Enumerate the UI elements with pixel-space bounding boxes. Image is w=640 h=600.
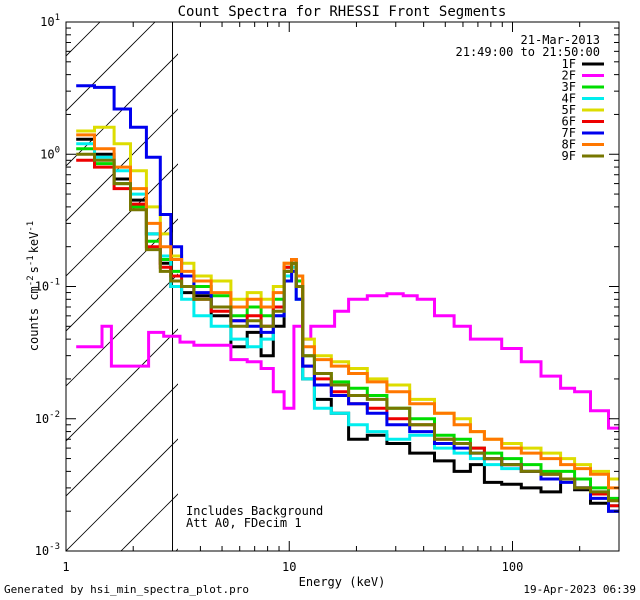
hatch-line	[66, 22, 156, 112]
y-tick-label: 10-3	[35, 542, 60, 558]
series-3F	[76, 147, 619, 500]
legend-label-7F: 7F	[562, 126, 576, 140]
x-tick-label: 1	[62, 560, 69, 574]
x-tick-label: 10	[282, 560, 296, 574]
y-tick-label: 101	[40, 13, 60, 29]
time-range-label: 21:49:00 to 21:50:00	[456, 45, 601, 59]
hatch-line	[616, 0, 640, 551]
hatch-line	[66, 163, 178, 277]
date-label: 21-Mar-2013	[521, 33, 600, 47]
hatch-line	[341, 0, 640, 551]
series-8F	[76, 133, 619, 490]
y-tick-label: 10-1	[35, 278, 60, 294]
series-layer	[76, 84, 619, 513]
y-axis-label: counts cm-2s-1keV-1	[26, 221, 41, 351]
x-tick-label: 100	[502, 560, 524, 574]
hatch-line	[66, 383, 178, 497]
hatch-line	[0, 0, 6, 551]
hatch-line	[0, 0, 116, 551]
x-axis-label: Energy (keV)	[299, 575, 386, 589]
hatch-line	[66, 328, 178, 442]
legend-label-8F: 8F	[562, 138, 576, 152]
series-4F	[76, 142, 619, 508]
legend-label-2F: 2F	[562, 69, 576, 83]
y-tick-label: 100	[40, 145, 60, 161]
hatch-line	[66, 53, 178, 167]
hatched-region	[0, 0, 640, 551]
y-tick-label: 10-2	[35, 410, 60, 426]
generated-by-note: Generated by hsi_min_spectra_plot.pro	[4, 583, 250, 596]
chart-title: Count Spectra for RHESSI Front Segments	[178, 4, 507, 20]
legend-label-1F: 1F	[562, 57, 576, 71]
series-9F	[76, 152, 619, 503]
legend-label-4F: 4F	[562, 92, 576, 106]
legend-label-5F: 5F	[562, 103, 576, 117]
series-2F	[76, 292, 619, 430]
axes: 1 10 100 10-3 10-2 10-1 100 101	[35, 13, 620, 574]
legend-label-3F: 3F	[562, 80, 576, 94]
legend-label-6F: 6F	[562, 115, 576, 129]
annotation-background: Includes Background	[186, 504, 323, 518]
annotation-attenuator: Att A0, FDecim 1	[186, 516, 302, 530]
legend-label-9F: 9F	[562, 149, 576, 163]
hatch-line	[451, 0, 640, 551]
hatch-line	[66, 273, 178, 387]
series-1F	[76, 137, 619, 513]
hatch-line	[66, 438, 178, 551]
footer-timestamp: 19-Apr-2023 06:39	[523, 583, 636, 596]
